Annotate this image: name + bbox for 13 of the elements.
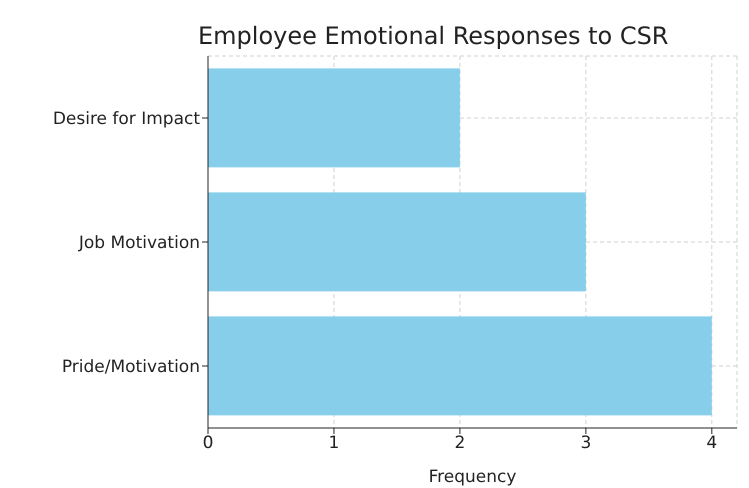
chart-title: Employee Emotional Responses to CSR: [198, 22, 668, 50]
y-tick-label: Job Motivation: [78, 233, 200, 254]
bar: [208, 316, 712, 416]
bar: [208, 68, 460, 168]
x-tick-label: 0: [202, 433, 214, 454]
y-tick-label: Pride/Motivation: [62, 357, 200, 378]
x-tick-label: 1: [328, 433, 340, 454]
y-tick-label: Desire for Impact: [52, 109, 200, 130]
x-tick-label: 3: [580, 433, 592, 454]
x-tick-label: 2: [454, 433, 466, 454]
x-tick-label: 4: [706, 433, 718, 454]
x-axis-title: Frequency: [428, 467, 516, 487]
bar: [208, 192, 586, 292]
